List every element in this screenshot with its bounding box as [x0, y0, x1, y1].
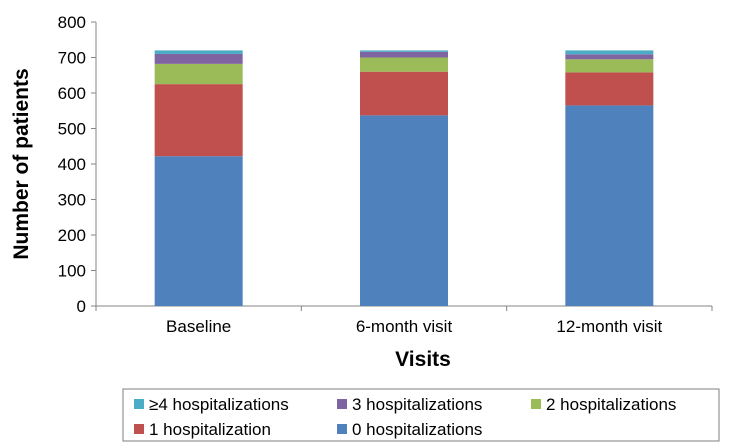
y-tick-label: 200: [58, 226, 86, 245]
bar-segment: [565, 72, 654, 106]
bar-segment: [154, 84, 243, 157]
bar-segment: [360, 51, 448, 58]
legend-label: ≥4 hospitalizations: [149, 395, 289, 414]
legend-label: 1 hospitalization: [149, 420, 271, 439]
bar-segment: [154, 50, 243, 54]
bar-segment: [565, 105, 654, 306]
x-axis-title: Visits: [395, 348, 451, 371]
bar-segment: [154, 156, 243, 306]
bar-segment: [360, 115, 448, 307]
bars: [154, 50, 654, 307]
bar-segment: [565, 59, 654, 73]
y-tick-label: 0: [77, 297, 86, 316]
x-tick-label: 6-month visit: [356, 317, 453, 336]
legend-swatch: [531, 399, 541, 409]
legend-swatch: [134, 399, 144, 409]
bar-segment: [154, 53, 243, 64]
bar-segment: [360, 71, 448, 116]
x-tick-label: Baseline: [166, 317, 231, 336]
y-tick-label: 300: [58, 191, 86, 210]
y-axis: 0 100 200 300 400 500 600 700 800: [58, 13, 97, 316]
bar-segment: [565, 50, 654, 55]
bar-segment: [360, 57, 448, 72]
y-axis-title: Number of patients: [10, 68, 33, 259]
y-tick-label: 100: [58, 262, 86, 281]
y-tick-label: 800: [58, 13, 86, 32]
legend-label: 3 hospitalizations: [352, 395, 482, 414]
legend: ≥4 hospitalizations 3 hospitalizations 2 h…: [122, 388, 720, 442]
y-tick-label: 400: [58, 155, 86, 174]
x-tick-label: 12-month visit: [556, 317, 662, 336]
bar-segment: [360, 50, 448, 52]
legend-swatch: [134, 424, 144, 434]
legend-swatch: [337, 399, 347, 409]
y-tick-label: 600: [58, 84, 86, 103]
legend-swatch: [337, 424, 347, 434]
bar-segment: [154, 63, 243, 85]
legend-label: 0 hospitalizations: [352, 420, 482, 439]
y-tick-label: 700: [58, 49, 86, 68]
y-tick-label: 500: [58, 120, 86, 139]
legend-frame: [122, 388, 720, 442]
x-axis: Baseline 6-month visit 12-month visit: [95, 305, 713, 336]
bar-segment: [565, 54, 654, 60]
legend-label: 2 hospitalizations: [546, 395, 676, 414]
